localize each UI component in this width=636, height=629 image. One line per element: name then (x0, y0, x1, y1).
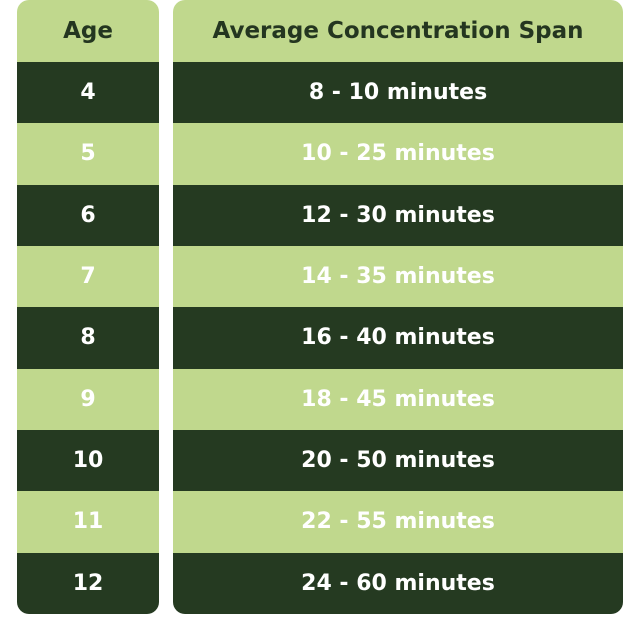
span-column: Average Concentration Span 8 - 10 minute… (173, 0, 623, 614)
age-cell: 9 (17, 368, 159, 430)
span-cell: 14 - 35 minutes (173, 245, 623, 308)
age-cell: 4 (17, 61, 159, 124)
span-cell: 16 - 40 minutes (173, 307, 623, 369)
span-cell: 8 - 10 minutes (173, 61, 623, 124)
age-cell: 10 (17, 429, 159, 492)
age-cell: 7 (17, 245, 159, 308)
span-cell: 10 - 25 minutes (173, 123, 623, 185)
span-cell: 12 - 30 minutes (173, 184, 623, 246)
age-cell: 11 (17, 491, 159, 553)
age-cell: 8 (17, 307, 159, 369)
span-cell: 22 - 55 minutes (173, 491, 623, 553)
age-column-header: Age (17, 0, 159, 62)
age-cell: 12 (17, 552, 159, 614)
span-cell: 24 - 60 minutes (173, 552, 623, 614)
span-cell: 18 - 45 minutes (173, 368, 623, 430)
span-cell: 20 - 50 minutes (173, 429, 623, 492)
age-column: Age 4 5 6 7 8 9 10 11 12 (17, 0, 159, 614)
span-column-header: Average Concentration Span (173, 0, 623, 62)
concentration-span-table: Age 4 5 6 7 8 9 10 11 12 Average Concent… (17, 0, 623, 614)
age-cell: 5 (17, 123, 159, 185)
age-cell: 6 (17, 184, 159, 246)
